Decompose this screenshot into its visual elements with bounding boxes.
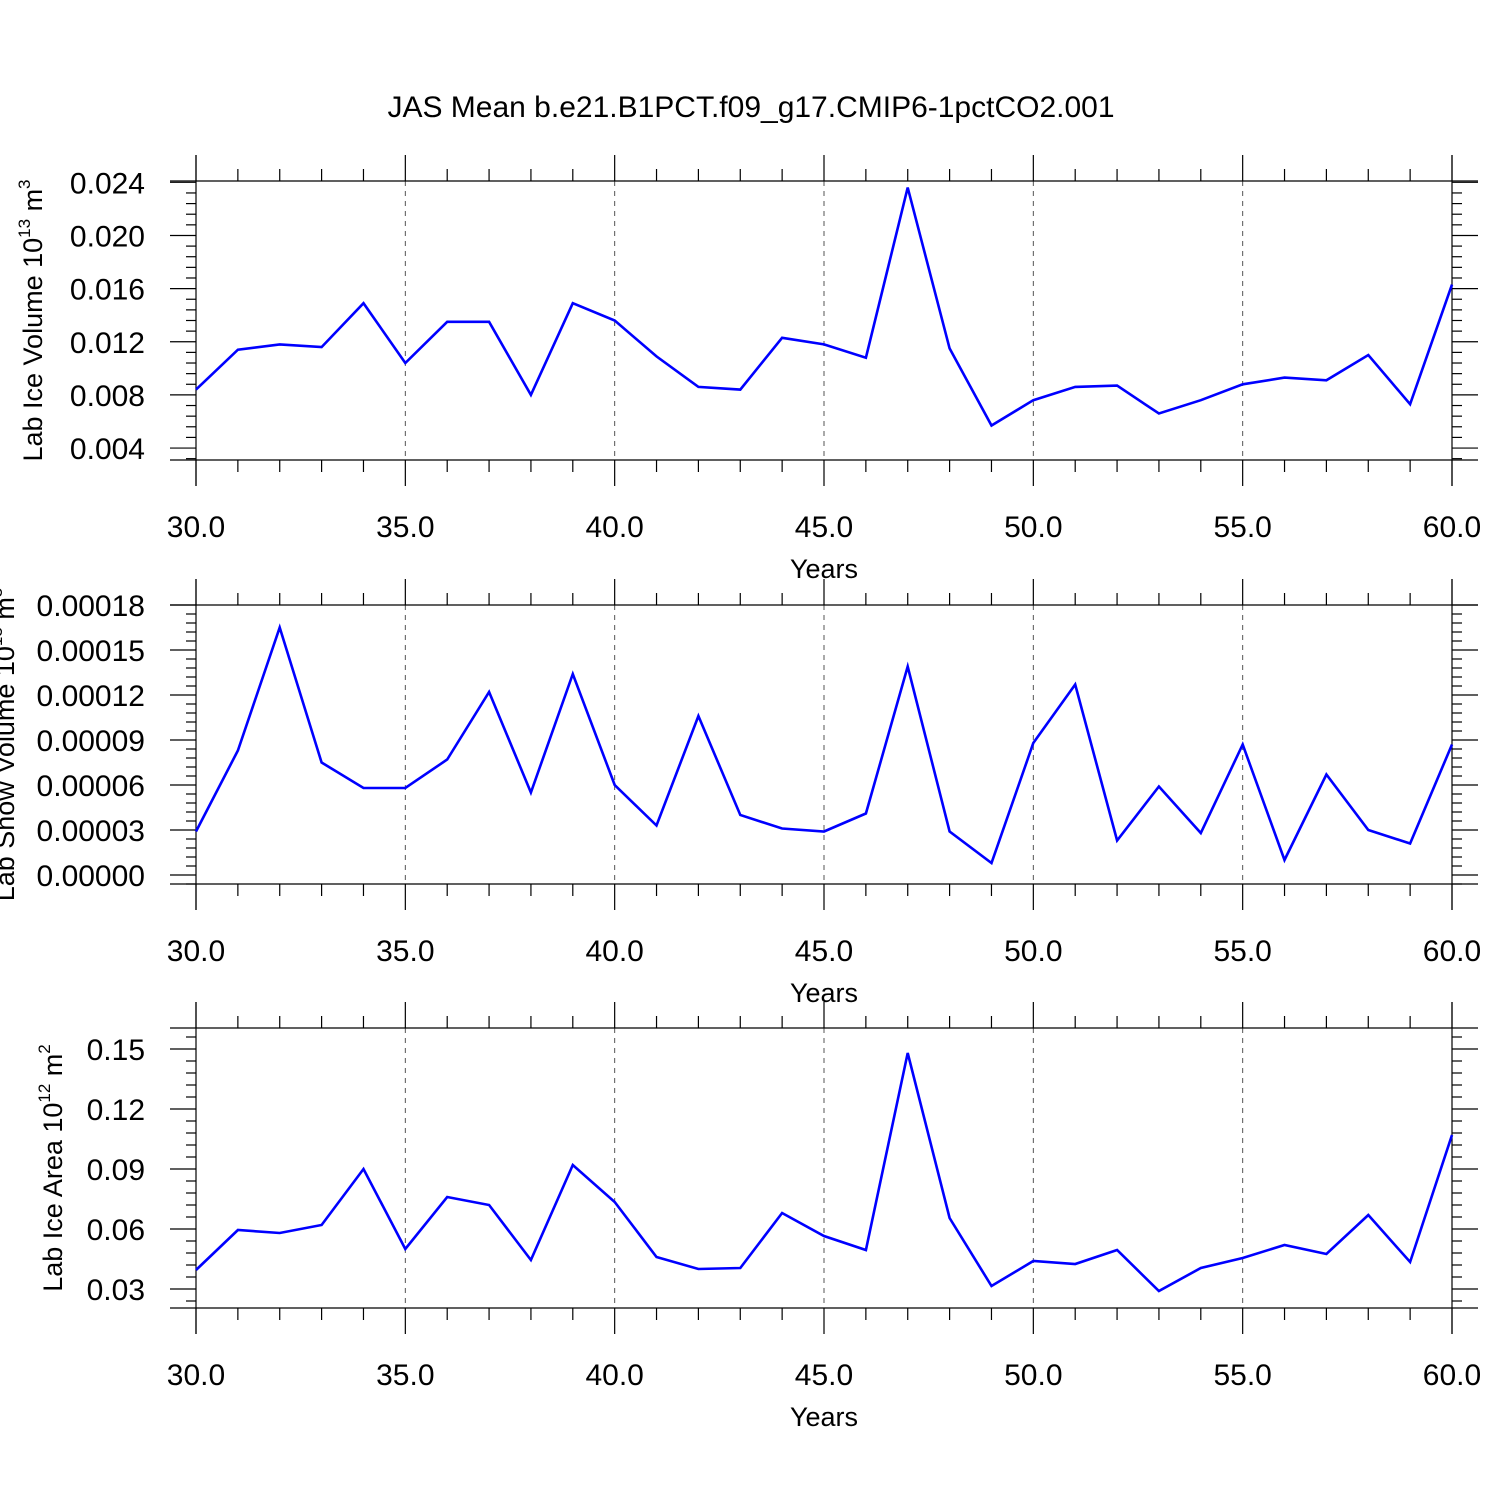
y-tick-label: 0.00003	[37, 815, 145, 848]
y-tick-label: 0.15	[87, 1034, 145, 1067]
y-tick-label: 0.00018	[37, 590, 145, 623]
x-tick-label: 60.0	[1423, 935, 1481, 968]
x-tick-label: 50.0	[1004, 935, 1062, 968]
y-tick-label: 0.03	[87, 1274, 145, 1307]
panel-3: 30.0 35.0 40.0 45.0 50.0 55.0 60.0 0.03 0.06 0.09…	[35, 1002, 1481, 1432]
y-tick-label: 0.00015	[37, 635, 145, 668]
x-tick-label: 40.0	[585, 935, 643, 968]
y-tick-label: 0.00009	[37, 725, 145, 758]
y-axis-label: Lab Snow Volume 1013 m3	[0, 588, 20, 902]
series-line	[195, 187, 1454, 428]
x-tick-label: 55.0	[1213, 1359, 1271, 1392]
x-tick-label: 35.0	[376, 935, 434, 968]
x-tick-label: 45.0	[795, 1359, 853, 1392]
x-tick-label: 45.0	[795, 511, 853, 544]
panels: 30.0 35.0 40.0 45.0 50.0 55.0 60.0 0.004 0.008 0.…	[0, 155, 1481, 1432]
y-tick-label: 0.024	[70, 167, 145, 200]
x-tick-label: 35.0	[376, 511, 434, 544]
y-tick-label: 0.12	[87, 1094, 145, 1127]
x-tick-label: 55.0	[1213, 935, 1271, 968]
x-tick-label: 40.0	[585, 1359, 643, 1392]
x-tick-label: 30.0	[167, 1359, 225, 1392]
x-tick-label: 40.0	[585, 511, 643, 544]
panel-2: 30.0 35.0 40.0 45.0 50.0 55.0 60.0 0.00000 0.000…	[0, 579, 1481, 1008]
x-tick-label: 50.0	[1004, 511, 1062, 544]
y-axis-label: Lab Ice Area 1012 m2	[35, 1044, 68, 1292]
y-tick-label: 0.00000	[37, 860, 145, 893]
y-tick-label: 0.06	[87, 1214, 145, 1247]
series-line	[194, 623, 1454, 866]
x-axis-label: Years	[790, 1402, 858, 1432]
y-tick-label: 0.00012	[37, 680, 145, 713]
y-tick-label: 0.09	[87, 1154, 145, 1187]
x-tick-label: 30.0	[167, 511, 225, 544]
chart-title: JAS Mean b.e21.B1PCT.f09_g17.CMIP6-1pctC…	[387, 91, 1114, 124]
y-axis-label: Lab Ice Volume 1013 m3	[15, 179, 48, 461]
panel-1: 30.0 35.0 40.0 45.0 50.0 55.0 60.0 0.004 0.008 0.…	[15, 155, 1481, 584]
y-tick-label: 0.00006	[37, 770, 145, 803]
series-line	[195, 1052, 1454, 1293]
x-tick-label: 50.0	[1004, 1359, 1062, 1392]
y-tick-label: 0.004	[70, 433, 145, 466]
y-tick-label: 0.020	[70, 220, 145, 253]
y-tick-label: 0.008	[70, 380, 145, 413]
x-tick-label: 60.0	[1423, 1359, 1481, 1392]
x-tick-label: 45.0	[795, 935, 853, 968]
y-tick-label: 0.012	[70, 327, 145, 360]
y-tick-label: 0.016	[70, 274, 145, 307]
x-tick-label: 30.0	[167, 935, 225, 968]
x-tick-label: 35.0	[376, 1359, 434, 1392]
x-tick-label: 60.0	[1423, 511, 1481, 544]
x-tick-label: 55.0	[1213, 511, 1271, 544]
